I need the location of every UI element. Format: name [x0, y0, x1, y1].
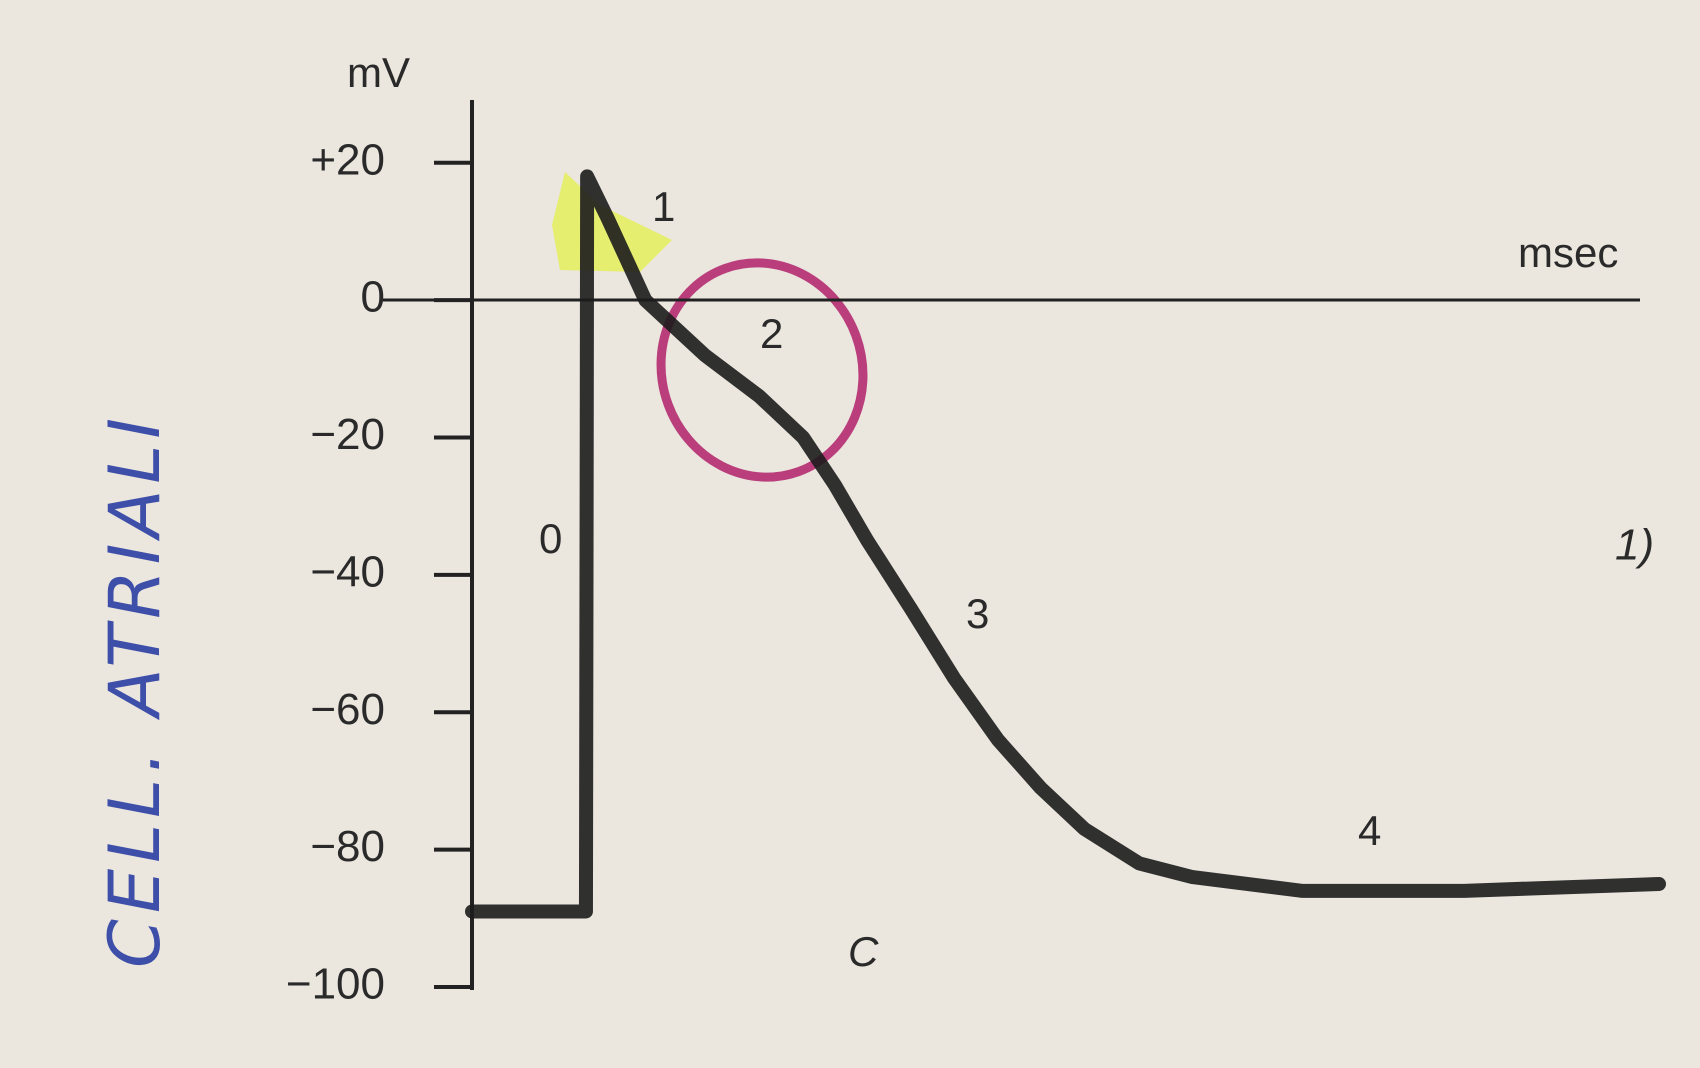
phase-label: 4	[1358, 807, 1381, 854]
figure-label: C	[848, 928, 879, 975]
x-axis-label: msec	[1518, 229, 1618, 276]
y-tick-label: −60	[310, 685, 385, 734]
handwritten-title: CELL. ATRIALI	[94, 412, 176, 968]
data-line	[465, 169, 1666, 919]
phase-label: 1	[652, 183, 675, 230]
circle-annotation	[656, 258, 868, 482]
phase-label: 2	[760, 310, 783, 357]
y-axis-label: mV	[347, 49, 410, 96]
phase-label: 3	[966, 590, 989, 637]
y-tick-label: −20	[310, 410, 385, 459]
y-tick-label: −100	[286, 960, 385, 1009]
handwritten-note: 1)	[1615, 521, 1654, 570]
y-tick-label: +20	[310, 135, 385, 184]
phase-label: 0	[539, 515, 562, 562]
y-tick-label: −40	[310, 547, 385, 596]
y-tick-label: 0	[361, 273, 385, 322]
y-tick-label: −80	[310, 822, 385, 871]
